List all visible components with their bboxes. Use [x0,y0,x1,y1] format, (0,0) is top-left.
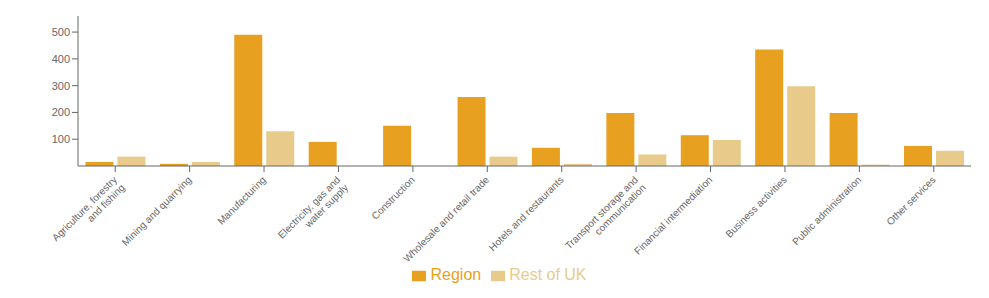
html-text:Transport storage and: Transport storage and [562,174,640,252]
svg-text:Mining and quarrying: Mining and quarrying [120,174,194,248]
html-text:communication: communication [592,181,648,238]
svg-text:Wholesale and retail trade: Wholesale and retail trade [401,174,491,264]
svg-text:Other services: Other services [884,174,937,227]
svg-text:Financial intermediation: Financial intermediation [632,174,714,256]
svg-text:Manufacturing: Manufacturing [215,174,268,227]
svg-text:Public administration: Public administration [790,174,863,247]
svg-text:100: 100 [52,133,70,145]
svg-text:Hotels and restaurants: Hotels and restaurants [487,174,566,253]
html-text:Rest of UK: Rest of UK [509,266,587,283]
svg-text:Business activities: Business activities [723,174,789,240]
svg-text:Electricity, gas andwater supp: Electricity, gas andwater supply [276,174,350,248]
svg-text:Construction: Construction [369,174,416,221]
html-text:Region: Region [430,266,482,283]
svg-text:200: 200 [52,106,70,118]
svg-text:Agriculture, forestryand fishi: Agriculture, forestryand fishing [50,174,127,251]
svg-text:400: 400 [52,53,70,65]
svg-text:500: 500 [52,26,70,38]
svg-text:300: 300 [52,80,70,92]
